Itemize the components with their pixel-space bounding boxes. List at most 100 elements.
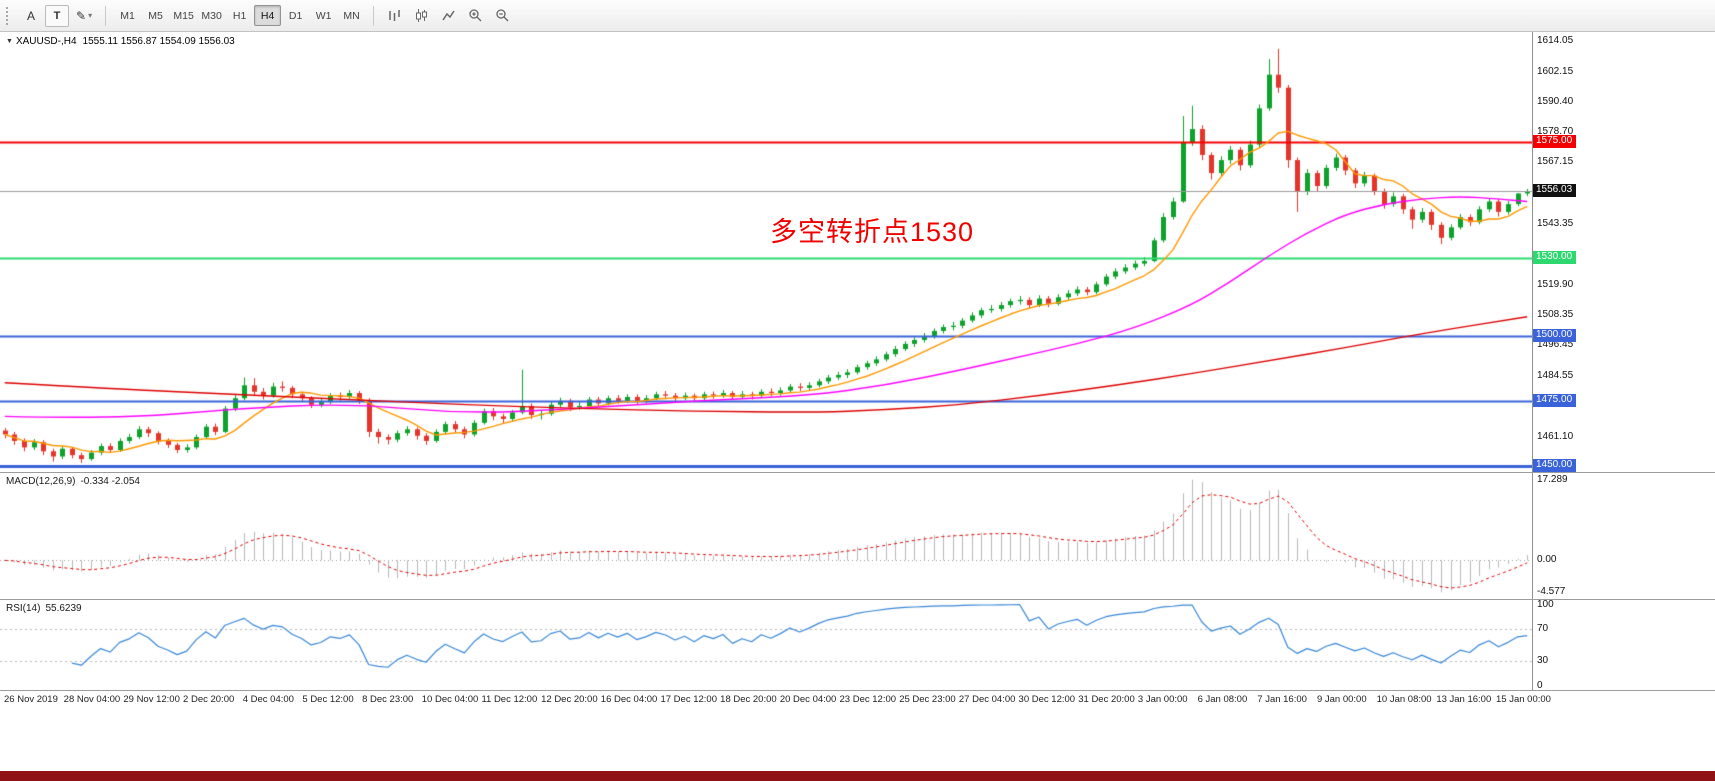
time-axis-label: 3 Jan 00:00: [1137, 694, 1188, 705]
bar-chart-icon: [389, 10, 400, 21]
timeframe-w1[interactable]: W1: [310, 5, 337, 26]
main-chart-pane: ▼ XAUUSD-,H4 1555.11 1556.87 1554.09 1556.…: [0, 32, 1715, 472]
time-axis-label: 25 Dec 23:00: [899, 694, 956, 705]
time-axis[interactable]: 26 Nov 2019 28 Nov 04:00 29 Nov 12:00 2 Dec…: [0, 690, 1715, 708]
toolbar-handle[interactable]: [6, 6, 11, 25]
chevron-down-icon: ▾: [88, 11, 93, 20]
price-line-label: 1500.00: [1533, 329, 1577, 343]
toolbar: A T ✎ ▾ M1 M5 M15 M30 H1 H4 D1 W1 MN: [0, 0, 1715, 32]
zoom-in-icon: [469, 9, 482, 22]
shapes-tool-button[interactable]: ✎ ▾: [71, 5, 97, 27]
rsi-axis-label: 100: [1537, 599, 1554, 610]
candlestick-icon: [416, 9, 428, 22]
zoom-in-button[interactable]: [463, 5, 488, 27]
price-axis-label: 1484.55: [1537, 370, 1574, 382]
macd-axis-label: 17.289: [1537, 473, 1568, 485]
macd-values: -0.334 -2.054: [80, 476, 140, 487]
price-axis-label: 1590.40: [1537, 96, 1574, 108]
toolbar-separator: [373, 5, 375, 26]
price-axis-label: 1578.70: [1537, 126, 1574, 138]
line-chart-button[interactable]: [436, 5, 461, 27]
price-axis-separator: [1532, 32, 1533, 472]
rsi-axis-label: 70: [1537, 622, 1549, 634]
price-line-label: 1556.03: [1533, 184, 1577, 198]
timeframe-mn[interactable]: MN: [338, 5, 365, 26]
price-line-label: 1530.00: [1533, 251, 1577, 265]
macd-canvas[interactable]: [0, 473, 1532, 599]
timeframe-m1[interactable]: M1: [114, 5, 141, 26]
rsi-canvas[interactable]: [0, 600, 1532, 690]
zoom-out-icon: [496, 9, 509, 22]
timeframe-m5[interactable]: M5: [142, 5, 169, 26]
text-tool-button[interactable]: T: [45, 4, 69, 27]
timeframe-d1[interactable]: D1: [282, 5, 309, 26]
time-axis-label: 28 Nov 04:00: [63, 694, 121, 705]
price-line-label: 1575.00: [1533, 135, 1577, 148]
price-axis-separator: [1532, 473, 1533, 599]
time-axis-label: 9 Jan 00:00: [1316, 694, 1367, 705]
rsi-label-row: RSI(14) 55.6239: [6, 603, 82, 614]
window-filler: [0, 708, 1715, 771]
time-axis-label: 20 Dec 04:00: [779, 694, 837, 705]
timeframe-h1[interactable]: H1: [226, 5, 253, 26]
price-axis-label: 1614.05: [1537, 34, 1574, 46]
timeframe-m30[interactable]: M30: [198, 5, 225, 26]
price-axis-label: 1461.10: [1537, 430, 1574, 442]
macd-pane: MACD(12,26,9) -0.334 -2.054 17.289 0.00 -4.…: [0, 472, 1715, 599]
time-axis-label: 11 Dec 12:00: [481, 694, 538, 705]
chart-title: ▼ XAUUSD-,H4 1555.11 1556.87 1554.09 1556.…: [6, 36, 235, 47]
price-axis-label: 1543.35: [1537, 217, 1574, 229]
price-line-label: 1450.00: [1533, 458, 1577, 472]
chart-collapse-icon[interactable]: ▼: [6, 38, 13, 45]
bar-chart-button[interactable]: [382, 5, 407, 27]
time-axis-label: 31 Dec 20:00: [1078, 694, 1135, 705]
rsi-axis-label: 0: [1537, 679, 1543, 691]
time-axis-label: 15 Jan 00:00: [1496, 694, 1551, 705]
cursor-tool-button[interactable]: A: [19, 5, 43, 27]
time-axis-label: 10 Jan 08:00: [1376, 694, 1432, 705]
time-axis-label: 26 Nov 2019: [4, 694, 58, 705]
toolbar-separator: [105, 5, 107, 26]
time-axis-label: 7 Jan 16:00: [1257, 694, 1307, 705]
bottom-red-bar: [0, 771, 1715, 781]
time-axis-label: 30 Dec 12:00: [1018, 694, 1076, 705]
time-axis-label: 10 Dec 04:00: [421, 694, 479, 705]
line-chart-icon: [442, 10, 455, 21]
macd-label-row: MACD(12,26,9) -0.334 -2.054: [6, 476, 140, 487]
rsi-label: RSI(14): [6, 603, 41, 614]
rsi-axis-label: 30: [1537, 655, 1549, 667]
macd-axis-label: 0.00: [1537, 554, 1557, 566]
chart-ohlc: 1555.11 1556.87 1554.09 1556.03: [82, 36, 235, 47]
macd-axis-label: -4.577: [1537, 586, 1566, 598]
chart-symbol-period: XAUUSD-,H4: [15, 36, 77, 47]
pencil-icon: ✎: [76, 8, 87, 23]
price-line-label: 1475.00: [1533, 393, 1577, 407]
time-axis-label: 4 Dec 04:00: [242, 694, 294, 705]
price-axis-label: 1496.45: [1537, 339, 1574, 351]
time-axis-label: 17 Dec 12:00: [660, 694, 717, 705]
time-axis-label: 23 Dec 12:00: [839, 694, 897, 705]
time-axis-label: 27 Dec 04:00: [958, 694, 1016, 705]
time-axis-label: 8 Dec 23:00: [362, 694, 414, 705]
price-axis-label: 1519.90: [1537, 278, 1574, 290]
time-axis-label: 2 Dec 20:00: [183, 694, 235, 705]
time-axis-label: 16 Dec 04:00: [600, 694, 658, 705]
macd-label: MACD(12,26,9): [6, 476, 76, 487]
zoom-out-button[interactable]: [490, 5, 515, 27]
candlestick-chart-button[interactable]: [409, 5, 434, 27]
price-axis-label: 1602.15: [1537, 65, 1574, 77]
time-axis-label: 6 Jan 08:00: [1197, 694, 1248, 705]
timeframe-toolbar: M1 M5 M15 M30 H1 H4 D1 W1 MN: [114, 5, 365, 26]
time-axis-label: 13 Jan 16:00: [1436, 694, 1492, 705]
timeframe-m15[interactable]: M15: [170, 5, 197, 26]
time-axis-label: 5 Dec 12:00: [302, 694, 354, 705]
price-axis-separator: [1532, 600, 1533, 690]
time-axis-label: 18 Dec 20:00: [720, 694, 777, 705]
main-chart-canvas[interactable]: [0, 32, 1532, 472]
rsi-pane: RSI(14) 55.6239 100 70 30 0: [0, 599, 1715, 691]
price-axis-label: 1508.35: [1537, 308, 1574, 320]
timeframe-h4[interactable]: H4: [254, 5, 282, 26]
price-axis-label: 1567.15: [1537, 156, 1574, 168]
time-axis-label: 29 Nov 12:00: [123, 694, 180, 705]
